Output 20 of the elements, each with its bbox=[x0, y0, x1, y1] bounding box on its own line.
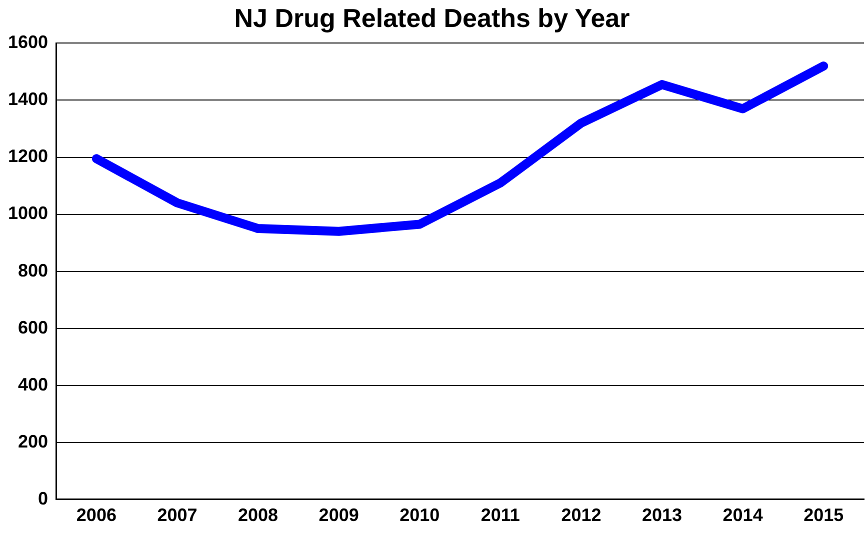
chart-title: NJ Drug Related Deaths by Year bbox=[234, 2, 630, 33]
x-tick-label: 2011 bbox=[480, 505, 520, 526]
y-tick-label: 0 bbox=[38, 488, 48, 508]
y-tick-label: 600 bbox=[18, 317, 48, 338]
y-tick-label: 400 bbox=[18, 374, 48, 394]
x-tick-label: 2008 bbox=[238, 505, 278, 526]
y-tick-label: 800 bbox=[18, 260, 48, 280]
y-tick-label: 200 bbox=[18, 431, 48, 452]
x-tick-label: 2009 bbox=[318, 505, 359, 526]
x-tick-label: 2007 bbox=[157, 505, 198, 526]
y-tick-label: 1400 bbox=[8, 89, 48, 110]
y-tick-label: 1000 bbox=[8, 203, 48, 224]
x-tick-label: 2010 bbox=[400, 505, 440, 526]
x-tick-label: 2012 bbox=[561, 505, 602, 526]
y-tick-label: 1200 bbox=[8, 146, 48, 166]
y-tick-label: 1600 bbox=[8, 32, 48, 52]
x-tick-label: 2015 bbox=[804, 505, 844, 526]
x-tick-label: 2013 bbox=[642, 505, 682, 526]
x-tick-label: 2006 bbox=[76, 505, 116, 526]
x-tick-label: 2014 bbox=[722, 505, 763, 526]
